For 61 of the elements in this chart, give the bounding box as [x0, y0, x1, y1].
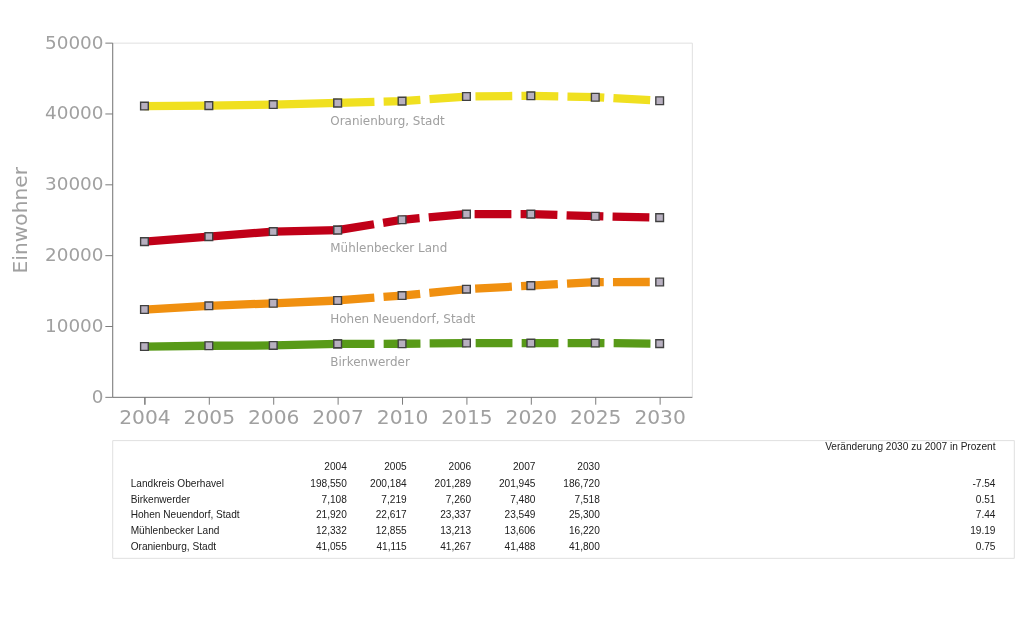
text: Veränderung 2030 zu 2007 in Prozent — [825, 441, 996, 453]
x-tick-label: 2007 — [312, 405, 364, 430]
text: 12,855 — [375, 524, 408, 536]
text: Mühlenbecker Land — [130, 524, 220, 536]
series-label: Birkenwerder — [330, 354, 410, 369]
text: Birkenwerder — [130, 493, 191, 505]
text: 2005 — [384, 461, 408, 473]
text: 41,267 — [440, 540, 472, 552]
x-tick-label: 2030 — [634, 405, 686, 430]
y-tick-label: 40000 — [44, 102, 104, 124]
text: Hohen Neuendorf, Stadt — [130, 509, 240, 521]
text: 7,219 — [381, 493, 408, 505]
series-label: Mühlenbecker Land — [330, 241, 448, 256]
text: 41,055 — [315, 540, 348, 552]
text: 186,720 — [563, 478, 601, 490]
text: 22,617 — [375, 509, 408, 521]
x-tick-label: 2015 — [441, 405, 493, 430]
y-tick-label: 30000 — [44, 173, 104, 195]
x-tick-label: 2006 — [247, 405, 300, 430]
text: 13,213 — [440, 524, 472, 536]
text: 7,518 — [574, 493, 601, 505]
text: 41,488 — [504, 540, 536, 552]
x-tick-label: 2004 — [119, 405, 171, 430]
y-axis-title: Einwohner — [8, 166, 33, 274]
x-tick-label: 2025 — [569, 405, 622, 430]
text: -7.54 — [972, 478, 996, 490]
text: 23,549 — [504, 509, 536, 521]
series-label: Hohen Neuendorf, Stadt — [330, 311, 476, 326]
text: 201,289 — [434, 478, 472, 490]
x-tick-label: 2010 — [376, 405, 429, 430]
text: 200,184 — [370, 478, 408, 490]
text: 7,108 — [321, 493, 348, 505]
text: 0.75 — [975, 540, 996, 552]
text: 2004 — [324, 461, 348, 473]
text: 23,337 — [440, 509, 472, 521]
y-tick-label: 10000 — [44, 315, 104, 337]
text: 2006 — [448, 461, 472, 473]
text: 12,332 — [315, 524, 348, 536]
text: 41,115 — [376, 540, 408, 552]
text: 2007 — [512, 461, 536, 473]
text: 2030 — [577, 461, 601, 473]
text: 198,550 — [310, 478, 348, 490]
text: 7,480 — [510, 493, 536, 505]
text: 16,220 — [568, 524, 601, 536]
text: 19.19 — [970, 524, 996, 536]
text: Oranienburg, Stadt — [130, 540, 217, 552]
text: 7.44 — [975, 509, 996, 521]
text: 201,945 — [498, 478, 536, 490]
text: Landkreis Oberhavel — [130, 478, 224, 490]
series-label: Oranienburg, Stadt — [330, 114, 446, 129]
y-tick-label: 0 — [91, 385, 104, 407]
text: 0.51 — [975, 493, 996, 505]
y-tick-label: 20000 — [44, 244, 104, 266]
text: 21,920 — [315, 509, 348, 521]
y-tick-label: 50000 — [44, 31, 104, 53]
text: 41,800 — [568, 540, 601, 552]
text: 25,300 — [568, 509, 601, 521]
text: 7,260 — [445, 493, 472, 505]
x-tick-label: 2005 — [183, 405, 236, 430]
text: 13,606 — [504, 524, 536, 536]
x-tick-label: 2020 — [505, 405, 558, 430]
